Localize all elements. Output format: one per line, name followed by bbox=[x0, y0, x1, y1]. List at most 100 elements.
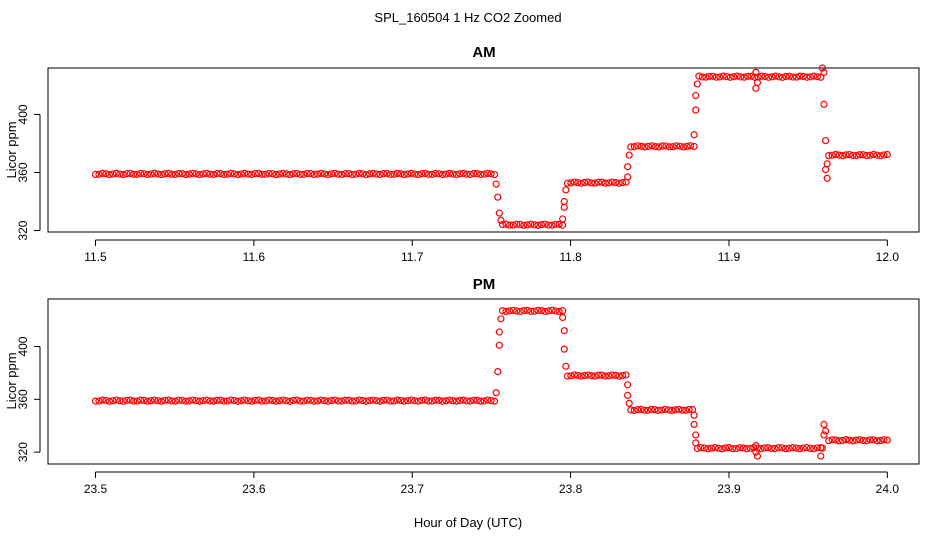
data-point bbox=[258, 397, 266, 405]
pm-panel: PM Licor ppm 23.5 23.6 23.7 23.8 23.9 24.0 32… bbox=[4, 276, 920, 496]
data-point bbox=[317, 169, 325, 177]
data-point bbox=[608, 178, 616, 186]
data-point bbox=[196, 170, 204, 179]
data-point bbox=[397, 396, 405, 405]
data-point bbox=[470, 169, 478, 178]
data-point bbox=[818, 444, 827, 452]
data-point bbox=[397, 170, 405, 178]
data-point bbox=[383, 396, 391, 404]
data-point bbox=[690, 411, 698, 419]
data-point bbox=[690, 420, 698, 428]
data-point bbox=[534, 221, 542, 229]
data-point bbox=[630, 143, 638, 151]
data-point bbox=[873, 151, 881, 159]
data-point bbox=[383, 169, 391, 178]
data-point bbox=[782, 72, 790, 81]
data-point bbox=[359, 396, 367, 405]
data-point bbox=[477, 170, 485, 179]
data-point bbox=[171, 170, 179, 179]
data-point bbox=[671, 406, 679, 414]
data-point bbox=[752, 441, 760, 450]
data-point bbox=[255, 169, 263, 178]
data-point bbox=[757, 445, 765, 453]
data-point bbox=[449, 170, 457, 178]
pm-y-tick-label: 360 bbox=[16, 389, 30, 409]
data-point bbox=[682, 406, 690, 414]
data-point bbox=[813, 444, 821, 452]
data-point bbox=[678, 406, 686, 414]
data-point bbox=[624, 381, 632, 389]
data-point bbox=[241, 396, 249, 404]
data-point bbox=[863, 152, 871, 160]
data-point bbox=[796, 72, 804, 80]
data-point bbox=[189, 396, 197, 404]
data-point bbox=[692, 431, 700, 439]
data-point bbox=[452, 170, 461, 179]
data-point bbox=[562, 186, 570, 194]
data-point bbox=[644, 142, 652, 150]
data-point bbox=[199, 170, 207, 178]
data-point bbox=[852, 436, 860, 444]
data-point bbox=[140, 170, 148, 178]
data-point bbox=[820, 431, 828, 439]
data-point bbox=[216, 396, 225, 404]
data-point bbox=[781, 445, 790, 453]
am-y-tick-label: 320 bbox=[16, 220, 30, 240]
pm-y-tick-label: 400 bbox=[16, 336, 30, 356]
data-point bbox=[624, 391, 632, 399]
data-point bbox=[373, 170, 381, 178]
data-point bbox=[261, 170, 270, 178]
data-point bbox=[466, 170, 474, 179]
data-point bbox=[494, 368, 502, 376]
data-point bbox=[825, 437, 833, 445]
data-point bbox=[584, 371, 592, 379]
data-point bbox=[324, 170, 332, 179]
data-point bbox=[562, 362, 570, 370]
data-point bbox=[293, 169, 301, 178]
data-point bbox=[182, 170, 190, 179]
data-point bbox=[268, 170, 277, 178]
data-point bbox=[863, 437, 871, 445]
data-point bbox=[560, 197, 568, 206]
data-point bbox=[154, 397, 162, 405]
data-point bbox=[594, 178, 603, 186]
data-point bbox=[869, 436, 878, 444]
data-point bbox=[683, 142, 691, 151]
am-x-ticks: 11.5 11.6 11.7 11.8 11.9 12.0 bbox=[84, 239, 899, 264]
data-point bbox=[810, 72, 818, 80]
data-point bbox=[352, 397, 360, 405]
data-point bbox=[282, 170, 290, 178]
data-point bbox=[492, 389, 500, 397]
am-y-tick-label: 400 bbox=[16, 104, 30, 124]
am-x-tick-label: 11.9 bbox=[718, 250, 741, 264]
data-point bbox=[764, 73, 773, 81]
data-point bbox=[563, 179, 572, 187]
data-point bbox=[509, 306, 517, 314]
data-point bbox=[866, 436, 874, 444]
data-point bbox=[668, 406, 676, 415]
data-point bbox=[133, 397, 141, 405]
data-point bbox=[544, 307, 553, 315]
data-point bbox=[400, 170, 408, 179]
data-point bbox=[719, 72, 727, 80]
data-point bbox=[530, 307, 538, 315]
data-point bbox=[618, 372, 627, 380]
data-point bbox=[625, 399, 633, 407]
data-point bbox=[555, 307, 563, 316]
data-point bbox=[421, 169, 429, 178]
data-point bbox=[664, 406, 673, 414]
data-point bbox=[618, 179, 627, 187]
data-point bbox=[327, 170, 336, 178]
data-point bbox=[182, 397, 190, 405]
data-point bbox=[157, 397, 166, 405]
data-point bbox=[859, 151, 867, 159]
data-point bbox=[362, 170, 370, 179]
data-point bbox=[95, 170, 103, 178]
data-point bbox=[495, 209, 503, 217]
data-point bbox=[272, 397, 280, 405]
pm-x-ticks: 23.5 23.6 23.7 23.8 23.9 24.0 bbox=[84, 471, 899, 496]
am-x-tick-label: 11.5 bbox=[84, 250, 107, 264]
data-point bbox=[497, 315, 505, 323]
data-point bbox=[810, 445, 818, 453]
data-point bbox=[852, 151, 860, 160]
